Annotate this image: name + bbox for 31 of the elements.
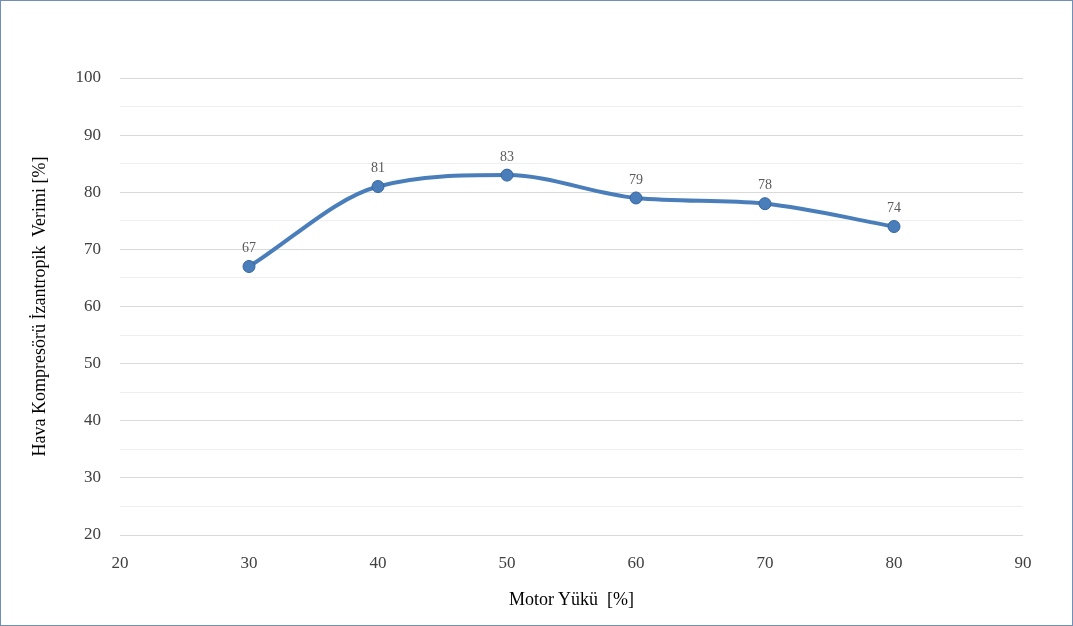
x-tick-label: 40 (369, 552, 387, 572)
x-tick-label: 50 (498, 552, 516, 572)
point (758, 197, 772, 211)
y-axis-title: Hava Kompresörü İzantropik Verimi [%] (28, 156, 49, 457)
y-tick-label: 20 (84, 524, 101, 544)
y-tick-label: 100 (75, 67, 101, 87)
data-label: 79 (629, 171, 643, 187)
y-tick-label: 50 (84, 353, 101, 373)
y-tick-label: 30 (84, 467, 101, 487)
data-label: 74 (887, 200, 901, 216)
data-label: 78 (758, 177, 772, 193)
y-tick-label: 80 (84, 181, 101, 201)
data-label: 83 (500, 148, 514, 164)
point (629, 191, 643, 205)
point (371, 180, 385, 194)
point (500, 168, 514, 182)
data-label: 67 (242, 240, 256, 256)
x-axis-title: Motor Yükü [%] (509, 588, 634, 609)
y-tick-label: 40 (84, 410, 101, 430)
point (887, 220, 901, 234)
x-tick-label: 60 (627, 552, 645, 572)
y-tick-label: 70 (84, 238, 101, 258)
x-tick-label: 30 (240, 552, 258, 572)
data-label: 81 (371, 160, 385, 176)
y-tick-label: 90 (84, 124, 101, 144)
y-tick-label: 60 (84, 295, 101, 315)
x-tick-label: 70 (756, 552, 774, 572)
x-tick-label: 90 (1014, 552, 1032, 572)
x-tick-label: 80 (885, 552, 903, 572)
x-tick-label: 20 (111, 552, 129, 572)
point (242, 260, 256, 274)
